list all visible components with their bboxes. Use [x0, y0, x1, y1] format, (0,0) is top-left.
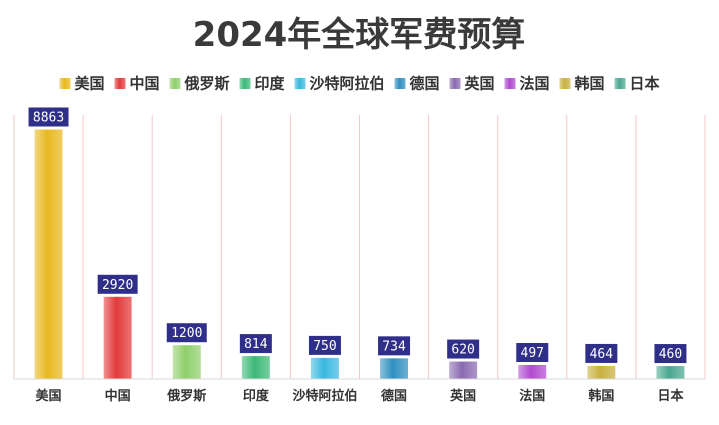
data-label: 750 [313, 339, 336, 354]
x-tick-label: 美国 [36, 388, 62, 404]
x-tick-label: 俄罗斯 [166, 388, 206, 404]
legend-swatch [294, 78, 306, 89]
x-tick-label: 韩国 [588, 388, 614, 404]
data-label: 8863 [33, 110, 64, 125]
x-tick-label: 英国 [449, 388, 476, 404]
data-label: 460 [659, 347, 682, 362]
bar [380, 358, 409, 379]
legend-swatch [239, 78, 251, 89]
bar [34, 129, 63, 379]
legend-swatch [169, 78, 181, 89]
data-label-box [585, 343, 618, 363]
bars [34, 129, 685, 379]
legend-label: 韩国 [575, 75, 605, 93]
data-labels: 8863 2920 1200 814 750 734 620 497 464 460 [28, 107, 687, 364]
legend-swatch [449, 78, 461, 89]
bar [656, 366, 685, 379]
chart-title: 2024年全球军费预算 [193, 15, 526, 55]
bar [241, 356, 270, 379]
legend-label: 美国 [75, 75, 105, 93]
x-tick-label: 日本 [657, 388, 683, 404]
data-label-box [239, 334, 272, 354]
data-label: 814 [244, 337, 268, 352]
legend-label: 沙特阿拉伯 [310, 75, 385, 93]
legend-label: 中国 [130, 75, 160, 93]
legend-swatch [394, 78, 406, 89]
data-label-box [28, 107, 69, 127]
bar [587, 365, 616, 379]
legend-swatch [504, 78, 516, 89]
legend-label: 英国 [465, 75, 495, 93]
legend-swatch [59, 78, 71, 89]
data-label: 734 [382, 339, 406, 354]
data-label: 620 [451, 343, 474, 358]
legend-swatch [114, 78, 126, 89]
legend-label: 法国 [520, 75, 550, 93]
data-label: 2920 [102, 278, 133, 293]
data-label-box [166, 323, 207, 343]
gridlines [13, 115, 706, 379]
data-label: 497 [521, 346, 544, 361]
x-tick-label: 德国 [381, 388, 407, 404]
data-label-box [378, 336, 411, 356]
legend-swatch [559, 78, 571, 89]
data-label: 1200 [171, 326, 202, 341]
x-tick-label: 中国 [105, 388, 131, 404]
x-tick-label: 法国 [519, 388, 545, 404]
data-label-box [447, 339, 480, 359]
x-tick-label: 印度 [243, 388, 270, 404]
bar [310, 357, 339, 379]
bar [103, 296, 132, 379]
legend-label: 日本 [630, 75, 660, 93]
legend-swatch [614, 78, 626, 89]
data-label-box [308, 335, 341, 355]
data-label: 464 [590, 347, 614, 362]
data-label-box [97, 274, 138, 294]
x-tick-label: 沙特阿拉伯 [292, 388, 357, 404]
legend-label: 印度 [255, 75, 286, 93]
bar [449, 361, 478, 379]
legend-label: 俄罗斯 [184, 75, 230, 93]
data-label-box [516, 343, 549, 363]
bar [518, 365, 547, 379]
legend: 美国 中国 俄罗斯 印度 沙特阿拉伯 德国 英国 法国 韩国 日本 [59, 75, 660, 93]
legend-label: 德国 [410, 75, 440, 93]
data-label-box [654, 344, 687, 364]
x-axis-ticks: 美国 中国 俄罗斯 印度 沙特阿拉伯 德国 英国 法国 韩国 日本 [36, 388, 684, 404]
bar [172, 345, 201, 379]
